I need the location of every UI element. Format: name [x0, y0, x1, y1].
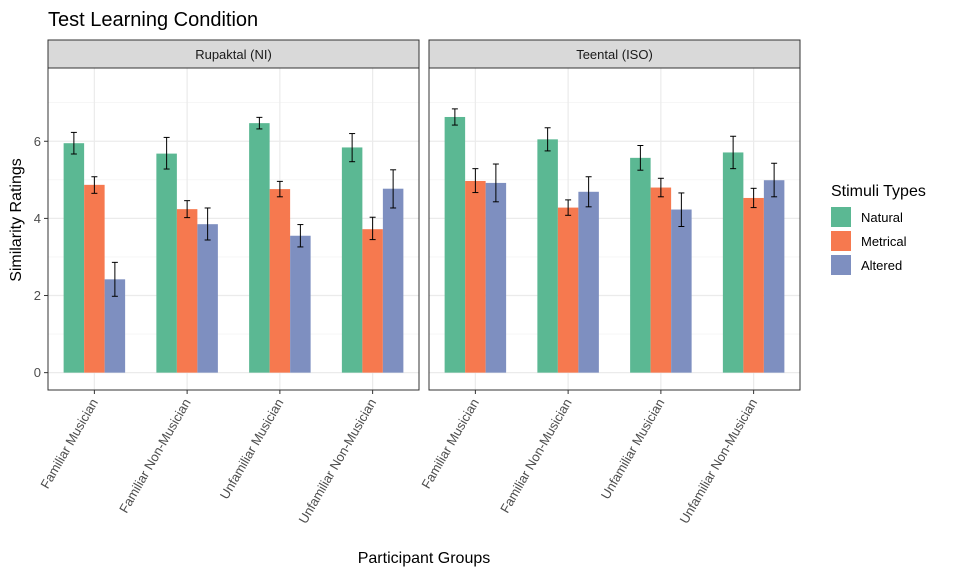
- legend-label-altered: Altered: [861, 258, 902, 273]
- legend: Stimuli Types Natural Metrical Altered: [831, 183, 926, 275]
- bar-metrical: [743, 197, 764, 373]
- y-tick-label: 0: [34, 365, 41, 380]
- bar-natural: [444, 116, 466, 373]
- x-tick-label: Familiar Non-Musician: [116, 396, 194, 515]
- y-tick-label: 2: [34, 288, 41, 303]
- bar-metrical: [465, 180, 486, 373]
- bar-altered: [671, 209, 692, 373]
- x-tick-label: Familiar Non-Musician: [497, 396, 575, 515]
- x-tick-label: Unfamiliar Non-Musician: [676, 396, 760, 526]
- bar-natural: [249, 123, 270, 373]
- x-tick-label: Unfamiliar Musician: [598, 396, 668, 502]
- bar-altered: [104, 279, 126, 373]
- x-tick-label: Unfamiliar Non-Musician: [295, 396, 379, 526]
- x-tick-label: Familiar Musician: [37, 396, 101, 491]
- legend-swatch-natural: [831, 207, 851, 227]
- panel-border: [428, 67, 801, 391]
- bar-natural: [341, 147, 363, 373]
- bar-altered: [578, 191, 599, 373]
- panel-1: Rupaktal (NI) 0 2 4 6 Familiar Musician Famili…: [34, 39, 420, 526]
- bar-altered: [485, 182, 507, 373]
- legend-swatch-metrical: [831, 231, 851, 251]
- panel-strip-label: Teental (ISO): [576, 47, 653, 62]
- panel-strip: [47, 39, 420, 69]
- bar-metrical: [269, 189, 291, 373]
- bar-natural: [537, 139, 558, 373]
- y-tick-label: 6: [34, 134, 41, 149]
- bar-altered: [382, 188, 404, 373]
- bar-altered: [197, 224, 218, 373]
- bar-natural: [63, 143, 85, 373]
- bar-natural: [156, 153, 177, 373]
- legend-label-metrical: Metrical: [861, 234, 907, 249]
- legend-swatch-altered: [831, 255, 851, 275]
- chart-title: Test Learning Condition: [48, 9, 258, 31]
- x-tick-label: Familiar Musician: [418, 396, 482, 491]
- bar-metrical: [84, 184, 105, 373]
- x-tick-label: Unfamiliar Musician: [217, 396, 287, 502]
- bar-metrical: [650, 187, 672, 373]
- bar-natural: [722, 152, 744, 373]
- legend-title: Stimuli Types: [831, 183, 926, 200]
- x-axis-title: Participant Groups: [358, 550, 491, 567]
- panel-strip-label: Rupaktal (NI): [195, 47, 272, 62]
- bar-altered: [763, 180, 785, 373]
- bar-metrical: [176, 209, 198, 373]
- legend-label-natural: Natural: [861, 210, 903, 225]
- bar-metrical: [362, 229, 383, 373]
- bar-natural: [630, 157, 651, 373]
- panel-2: Teental (ISO) Familiar Musician Familiar N…: [418, 39, 801, 526]
- y-axis-title: Similarity Ratings: [8, 158, 25, 282]
- panel-strip: [428, 39, 801, 69]
- bar-altered: [290, 235, 311, 373]
- bar-metrical: [557, 207, 579, 373]
- panel-border: [47, 67, 420, 391]
- y-tick-label: 4: [34, 211, 41, 226]
